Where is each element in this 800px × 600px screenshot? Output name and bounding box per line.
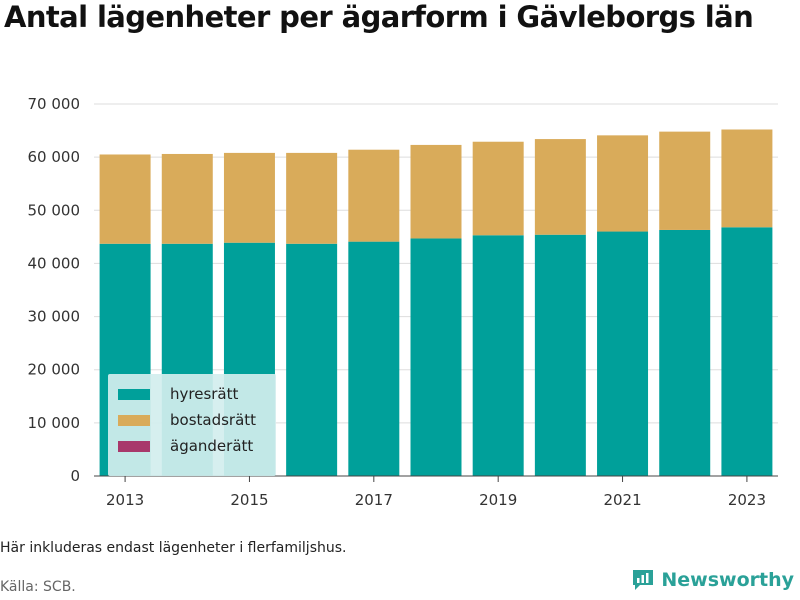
legend-swatch: [118, 440, 150, 452]
y-tick-label: 60 000: [28, 148, 81, 166]
bar-2017-hyresratt[interactable]: [348, 241, 400, 476]
bar-2021-hyresratt[interactable]: [597, 231, 649, 476]
x-tick-label: 2013: [106, 491, 144, 509]
x-tick-label: 2019: [479, 491, 517, 509]
bar-2020-hyresratt[interactable]: [534, 234, 586, 476]
y-tick-label: 20 000: [28, 361, 81, 379]
legend-item-hyresratt[interactable]: hyresrätt: [118, 384, 238, 404]
newsworthy-logo-icon: [633, 570, 654, 590]
y-tick-label: 10 000: [28, 414, 81, 432]
x-axis-ticks: 2013 2015 2017 2019 2021 2023: [106, 476, 766, 509]
x-tick-label: 2021: [603, 491, 641, 509]
y-tick-label: 70 000: [28, 95, 81, 113]
bar-2023-hyresratt[interactable]: [721, 227, 773, 476]
brand-logo[interactable]: Newsworthy: [631, 568, 794, 592]
bar-2019-bostadsratt[interactable]: [472, 141, 524, 236]
legend-label: äganderätt: [170, 437, 254, 455]
bar-2016-hyresratt[interactable]: [286, 243, 338, 476]
legend-item-aganderatt[interactable]: äganderätt: [118, 436, 253, 456]
y-tick-label: 30 000: [28, 308, 81, 326]
bar-2018-bostadsratt[interactable]: [410, 144, 462, 239]
bar-2015-bostadsratt[interactable]: [223, 152, 275, 243]
legend-swatch: [118, 414, 150, 426]
bar-2021-bostadsratt[interactable]: [597, 135, 649, 232]
legend: hyresrätt bostadsrätt äganderätt: [108, 374, 276, 476]
y-tick-label: 0: [70, 467, 80, 485]
legend-label: hyresrätt: [170, 385, 239, 403]
legend-swatch: [118, 388, 150, 400]
bar-2023-bostadsratt[interactable]: [721, 129, 773, 228]
bar-2022-hyresratt[interactable]: [659, 229, 711, 476]
brand-name: Newsworthy: [661, 569, 794, 591]
x-tick-label: 2015: [230, 491, 268, 509]
bar-2020-bostadsratt[interactable]: [534, 139, 586, 235]
y-axis-ticks: 0 10 000 20 000 30 000 40 000 50 000 60 000 70 …: [28, 95, 81, 485]
bar-2016-bostadsratt[interactable]: [286, 152, 338, 244]
bar-2013-bostadsratt[interactable]: [99, 154, 151, 244]
y-tick-label: 40 000: [28, 254, 81, 272]
source-note: Källa: SCB.: [0, 579, 76, 595]
bar-2022-bostadsratt[interactable]: [659, 131, 711, 230]
bar-2017-bostadsratt[interactable]: [348, 149, 400, 242]
bar-2018-hyresratt[interactable]: [410, 238, 462, 476]
chart-title: Antal lägenheter per ägarform i Gävlebor…: [4, 0, 754, 34]
bar-2019-hyresratt[interactable]: [472, 235, 524, 476]
footnote: Här inkluderas endast lägenheter i flerf…: [0, 540, 347, 556]
bar-2014-bostadsratt[interactable]: [161, 153, 213, 244]
x-tick-label: 2017: [355, 491, 393, 509]
x-tick-label: 2023: [728, 491, 766, 509]
y-tick-label: 50 000: [28, 201, 81, 219]
legend-item-bostadsratt[interactable]: bostadsrätt: [118, 410, 256, 430]
legend-label: bostadsrätt: [170, 411, 257, 429]
